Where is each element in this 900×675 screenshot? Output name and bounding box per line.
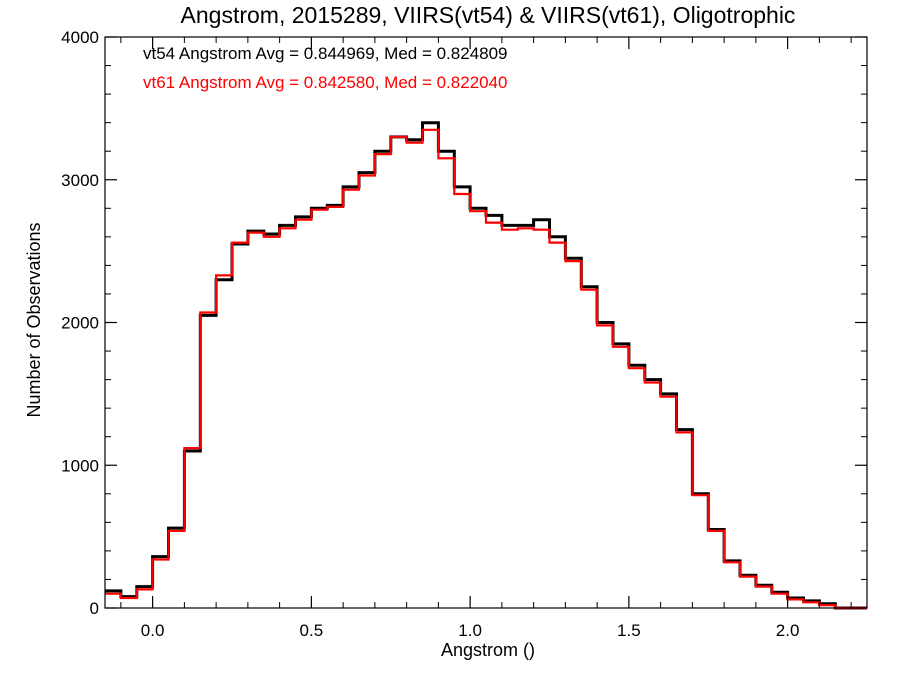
y-tick-label: 3000: [61, 171, 99, 190]
y-tick-label: 1000: [61, 456, 99, 475]
legend-annotations: vt54 Angstrom Avg = 0.844969, Med = 0.82…: [143, 44, 508, 92]
y-axis-label: Number of Observations: [24, 222, 44, 417]
x-tick-label: 2.0: [776, 621, 800, 640]
x-tick-label: 0.0: [141, 621, 165, 640]
series-layer: [105, 121, 867, 610]
y-tick-label: 2000: [61, 314, 99, 333]
x-tick-label: 1.5: [617, 621, 641, 640]
x-tick-label: 0.5: [300, 621, 324, 640]
axes-layer: 0.0 0.5 1.0 1.5 2.0 0 1000 2000 3000 4000: [61, 28, 868, 640]
stats-annotation-2: vt61 Angstrom Avg = 0.842580, Med = 0.82…: [143, 73, 508, 92]
chart-title: Angstrom, 2015289, VIIRS(vt54) & VIIRS(v…: [181, 2, 796, 28]
y-tick-label: 0: [90, 599, 99, 618]
histogram-series-2: [105, 128, 867, 610]
x-tick-label: 1.0: [458, 621, 482, 640]
y-tick-label: 4000: [61, 28, 99, 47]
plot-frame: [104, 36, 868, 609]
histogram-series-1: [105, 121, 867, 610]
stats-annotation-1: vt54 Angstrom Avg = 0.844969, Med = 0.82…: [143, 44, 508, 63]
x-axis-label: Angstrom (): [441, 640, 535, 660]
